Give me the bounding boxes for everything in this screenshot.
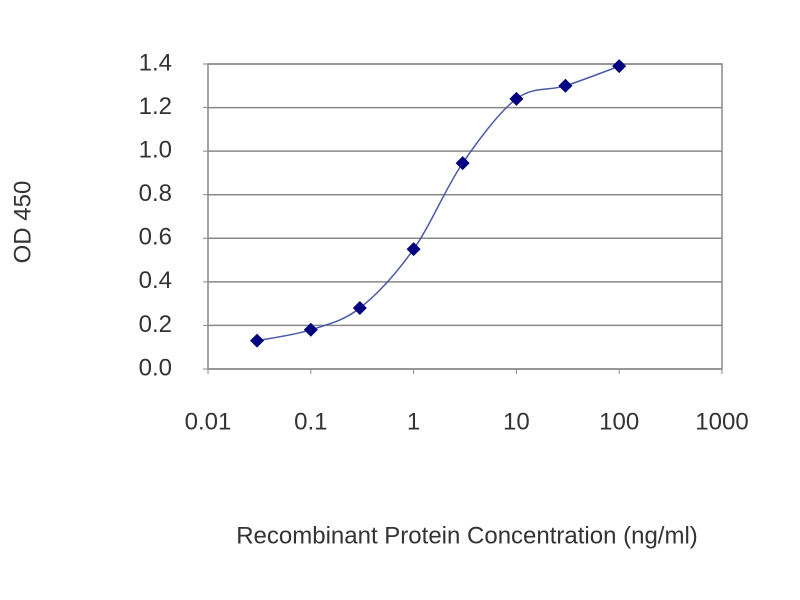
- marker: [558, 78, 573, 93]
- plot-area: [207, 63, 723, 370]
- marker: [406, 242, 421, 257]
- x-tick-label: 10: [503, 408, 530, 435]
- y-tick-label: 1.0: [139, 136, 172, 163]
- marker: [509, 91, 524, 106]
- x-tick-label: 1: [407, 408, 420, 435]
- marker: [303, 322, 318, 337]
- y-tick-label: 0.0: [139, 354, 172, 381]
- marker: [352, 301, 367, 315]
- y-tick-label: 1.2: [139, 93, 172, 120]
- x-tick-label: 0.01: [185, 408, 232, 435]
- x-tick-label: 0.1: [294, 408, 327, 435]
- y-tick-label: 0.6: [139, 224, 172, 251]
- line: [256, 65, 620, 342]
- x-axis-title: Recombinant Protein Concentration (ng/ml…: [236, 522, 698, 549]
- marker: [250, 333, 265, 348]
- y-tick-label: 0.8: [139, 180, 172, 207]
- x-tick-label: 100: [599, 408, 639, 435]
- y-tick-label: 0.4: [139, 267, 172, 294]
- marker: [455, 156, 470, 171]
- marker: [612, 59, 627, 74]
- x-tick-label: 1000: [695, 408, 748, 435]
- y-tick-label: 1.4: [139, 49, 172, 76]
- y-tick-label: 0.2: [139, 311, 172, 338]
- y-axis-title: OD 450: [9, 181, 36, 264]
